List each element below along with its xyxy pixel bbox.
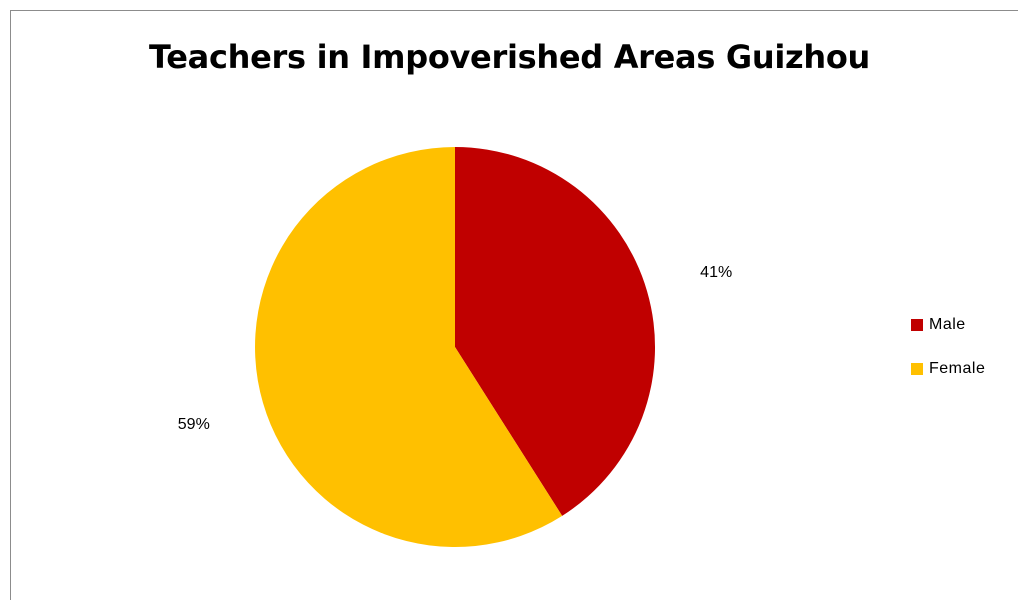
legend-swatch-female	[911, 363, 923, 375]
pie-slices	[255, 147, 656, 547]
legend: Male Female	[911, 312, 985, 400]
legend-item-male: Male	[911, 312, 985, 338]
pie-slice-male	[455, 147, 656, 516]
chart-title: Teachers in Impoverished Areas Guizhou	[148, 38, 871, 76]
pie-data-labels: 41% 59%	[178, 264, 732, 433]
legend-swatch-male	[911, 319, 923, 331]
data-label-male: 41%	[700, 264, 732, 281]
pie-slice-female	[255, 147, 563, 547]
legend-item-female: Female	[911, 356, 985, 382]
legend-label-female: Female	[929, 360, 986, 377]
legend-label-male: Male	[929, 316, 966, 333]
data-label-female: 59%	[178, 416, 210, 433]
